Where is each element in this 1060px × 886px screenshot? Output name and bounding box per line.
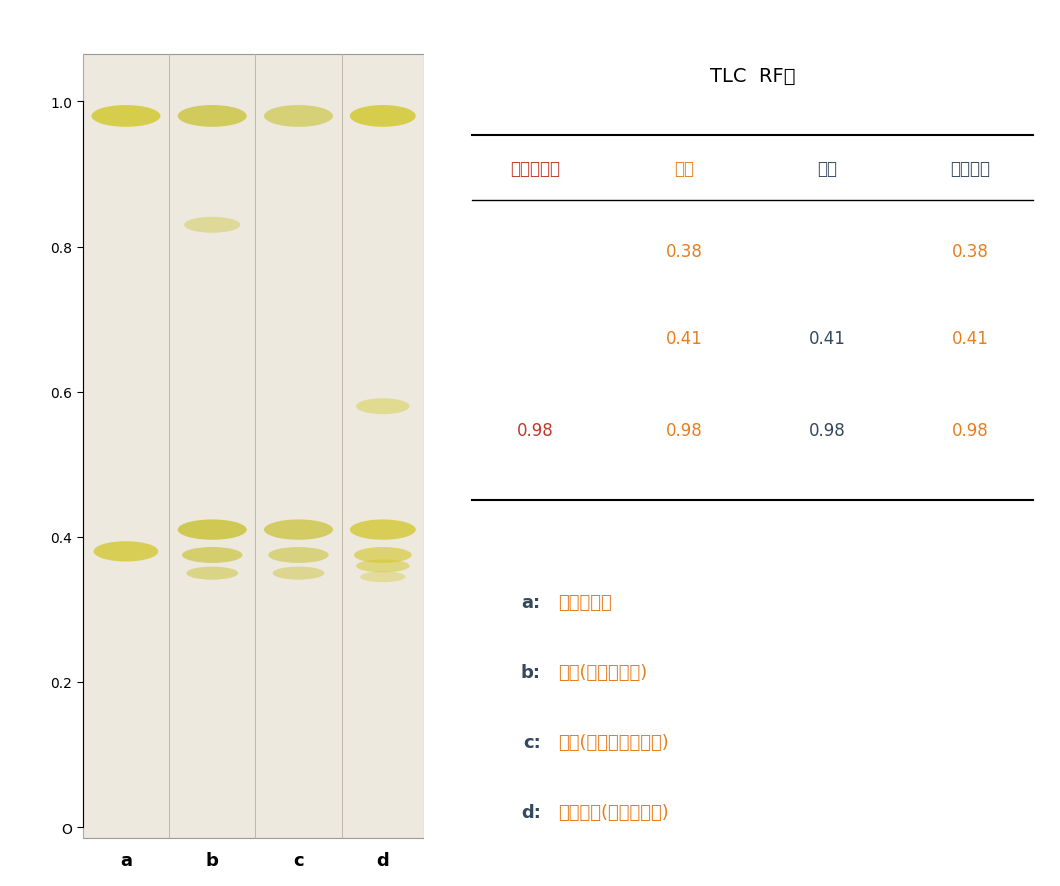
Text: 안나토색소: 안나토색소 (558, 593, 612, 611)
Text: 0.38: 0.38 (666, 242, 703, 260)
Ellipse shape (272, 567, 324, 580)
Text: 0.98: 0.98 (809, 422, 846, 440)
Text: 0.98: 0.98 (516, 422, 553, 440)
Text: b:: b: (520, 663, 541, 681)
Text: 빵류: 빵류 (817, 159, 837, 177)
Ellipse shape (268, 548, 329, 563)
Text: 과자: 과자 (674, 159, 694, 177)
Text: 0.41: 0.41 (809, 330, 846, 348)
Ellipse shape (356, 560, 409, 572)
Text: 0.41: 0.41 (666, 330, 703, 348)
Ellipse shape (360, 571, 406, 583)
Text: d:: d: (520, 804, 541, 821)
Bar (83, 55, 424, 838)
Ellipse shape (264, 106, 333, 128)
Text: 혼합음료(바나나과즙): 혼합음료(바나나과즙) (558, 804, 669, 821)
Text: 0.41: 0.41 (952, 330, 989, 348)
Ellipse shape (350, 520, 416, 540)
Text: 안나토색소: 안나토색소 (510, 159, 560, 177)
Text: 치즈(크림치즈고스트): 치즈(크림치즈고스트) (558, 734, 669, 751)
Ellipse shape (187, 567, 239, 580)
Ellipse shape (264, 520, 333, 540)
Text: a:: a: (522, 593, 541, 611)
Ellipse shape (178, 520, 247, 540)
Ellipse shape (356, 399, 409, 415)
Text: 0.98: 0.98 (952, 422, 989, 440)
Text: 0.98: 0.98 (666, 422, 703, 440)
Ellipse shape (178, 106, 247, 128)
Ellipse shape (182, 548, 243, 563)
Text: 0.38: 0.38 (952, 242, 989, 260)
Text: 혼합음료: 혼합음료 (950, 159, 990, 177)
Ellipse shape (91, 106, 160, 128)
Ellipse shape (184, 218, 241, 234)
Ellipse shape (350, 106, 416, 128)
Ellipse shape (93, 541, 158, 562)
Ellipse shape (354, 548, 411, 563)
Text: 과자(오징어땅콩): 과자(오징어땅콩) (558, 663, 648, 681)
Text: TLC  RF값: TLC RF값 (710, 67, 795, 86)
Text: c:: c: (523, 734, 541, 751)
